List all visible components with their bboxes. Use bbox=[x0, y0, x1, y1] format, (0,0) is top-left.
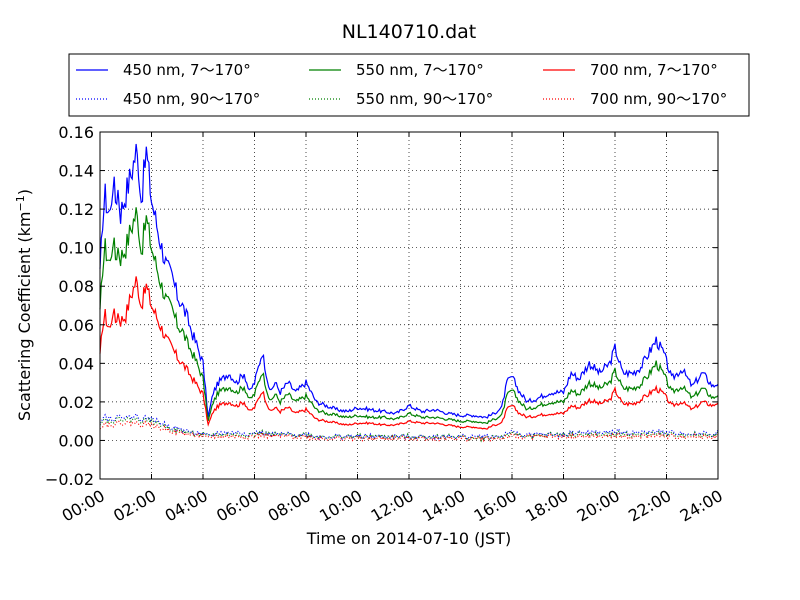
legend-label: 450 nm, 7～170° bbox=[123, 61, 251, 79]
series-line-1 bbox=[99, 412, 719, 441]
x-tick-label: 12:00 bbox=[368, 486, 417, 526]
y-tick-label: 0.00 bbox=[58, 431, 94, 450]
y-tick-label: 0.02 bbox=[58, 393, 94, 412]
y-tick-label: 0.12 bbox=[58, 200, 94, 219]
y-tick-label: −0.02 bbox=[45, 470, 94, 489]
y-tick-label: 0.14 bbox=[58, 162, 94, 181]
y-tick-label: 0.08 bbox=[58, 277, 94, 296]
series-line-4 bbox=[99, 276, 719, 430]
x-tick-label: 14:00 bbox=[419, 486, 468, 526]
legend-label: 450 nm, 90～170° bbox=[123, 90, 260, 108]
y-tick-label: 0.10 bbox=[58, 239, 94, 258]
x-tick-label: 08:00 bbox=[265, 486, 314, 526]
legend-label: 700 nm, 90～170° bbox=[590, 90, 727, 108]
x-tick-label: 04:00 bbox=[162, 486, 211, 526]
x-tick-label: 24:00 bbox=[677, 486, 726, 526]
legend: 450 nm, 7～170° 550 nm, 7～170° 700 nm, 7～17… bbox=[68, 53, 750, 117]
y-axis-label-close: ) bbox=[15, 189, 34, 195]
chart-title: NL140710.dat bbox=[342, 21, 477, 43]
legend-label: 550 nm, 7～170° bbox=[356, 61, 484, 79]
y-tick-label: 0.16 bbox=[58, 123, 94, 142]
x-tick-label: 18:00 bbox=[522, 486, 571, 526]
x-axis-label: Time on 2014-07-10 (JST) bbox=[306, 529, 511, 548]
x-tick-label: 22:00 bbox=[625, 486, 674, 526]
x-tick-label: 20:00 bbox=[574, 486, 623, 526]
x-tick-label: 02:00 bbox=[110, 486, 159, 526]
series-line-0 bbox=[99, 143, 719, 419]
legend-frame bbox=[68, 53, 750, 117]
series-line-2 bbox=[99, 207, 719, 425]
x-tick-label: 06:00 bbox=[213, 486, 262, 526]
x-tick-label: 00:00 bbox=[59, 486, 108, 526]
legend-label: 550 nm, 90～170° bbox=[356, 90, 493, 108]
x-tick-label: 10:00 bbox=[316, 486, 365, 526]
y-tick-label: 0.06 bbox=[58, 316, 94, 335]
legend-label: 700 nm, 7～170° bbox=[590, 61, 718, 79]
plot-area: 00:00 02:00 04:00 06:00 08:00 10:00 12:00 14:00… bbox=[45, 123, 726, 526]
y-tick-label: 0.04 bbox=[58, 354, 94, 373]
y-axis-label-superscript: −1 bbox=[14, 195, 27, 211]
y-axis-label: Scattering Coefficient (km−1) bbox=[14, 189, 34, 421]
x-tick-label: 16:00 bbox=[471, 486, 520, 526]
y-axis-label-main: Scattering Coefficient (km bbox=[15, 211, 34, 421]
